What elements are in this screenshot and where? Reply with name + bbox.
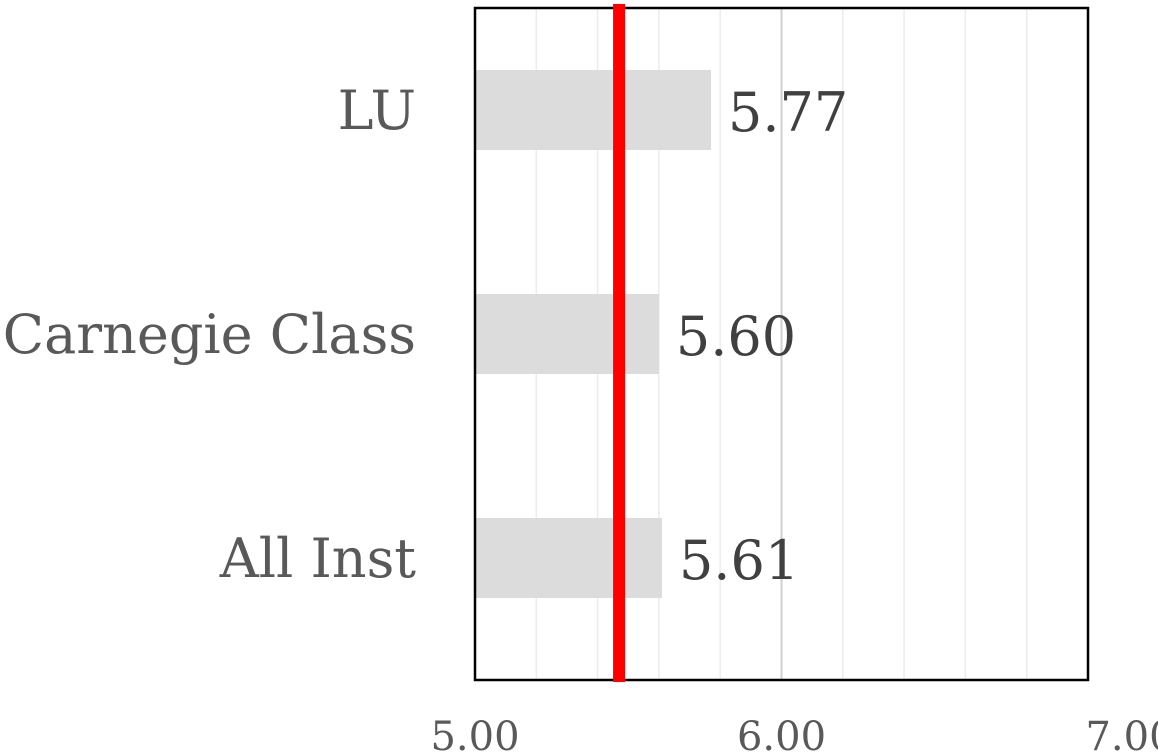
bar (475, 294, 659, 374)
data-label: 5.60 (676, 305, 796, 368)
x-tick-label: 6.00 (737, 714, 826, 756)
labels: LU 5.77 Carnegie Class 5.60 All Inst 5.61 5.00… (3, 79, 1158, 756)
category-label: LU (338, 79, 416, 142)
category-label: Carnegie Class (3, 303, 416, 366)
category-label: All Inst (219, 527, 417, 590)
bar (475, 518, 662, 598)
data-label: 5.61 (679, 529, 799, 592)
plot-area-border (473, 6, 1090, 682)
x-tick-label: 7.00 (1085, 714, 1158, 756)
data-label: 5.77 (728, 81, 848, 144)
x-tick-label: 5.00 (430, 714, 519, 756)
bar (475, 70, 712, 150)
bars (475, 70, 712, 598)
